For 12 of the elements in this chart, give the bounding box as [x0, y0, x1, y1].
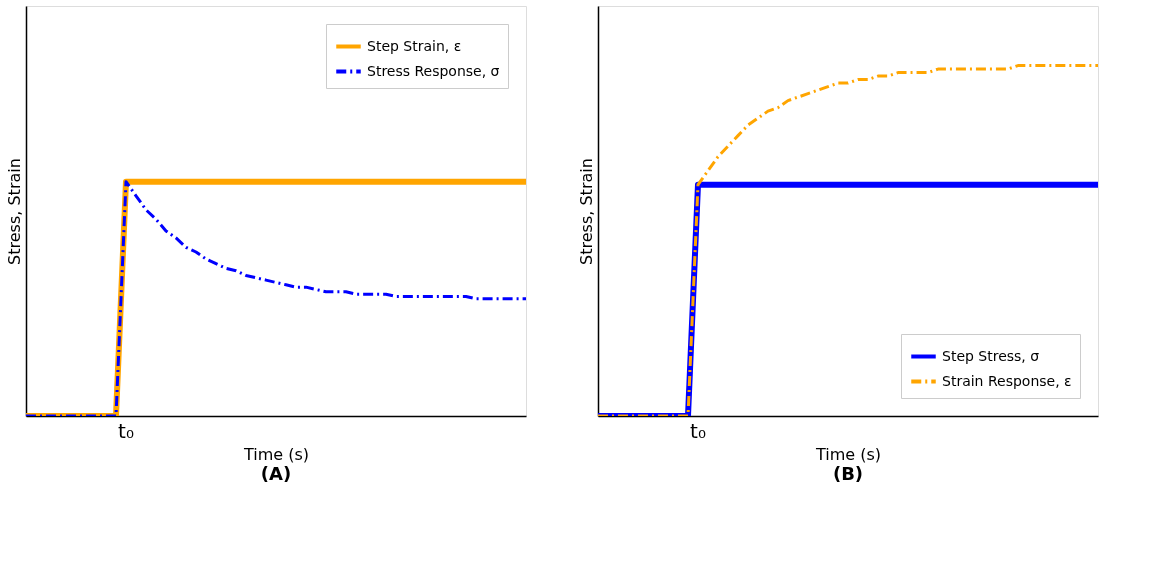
legend-label: Stress Response, σ	[367, 62, 500, 79]
y-axis-title: Stress, Strain	[576, 158, 596, 265]
legend-label: Step Strain, ε	[367, 37, 462, 54]
legend-label: Step Stress, σ	[942, 347, 1040, 364]
x-axis-title: Time (s)	[814, 444, 882, 464]
text: (B)	[832, 463, 864, 484]
legend-label: Strain Response, ε	[942, 372, 1072, 389]
x-axis-title: Time (s)	[242, 444, 310, 464]
text: (A)	[260, 463, 292, 484]
text: t₀	[118, 419, 134, 443]
text: t₀	[690, 419, 706, 443]
y-axis-title: Stress, Strain	[4, 158, 24, 265]
